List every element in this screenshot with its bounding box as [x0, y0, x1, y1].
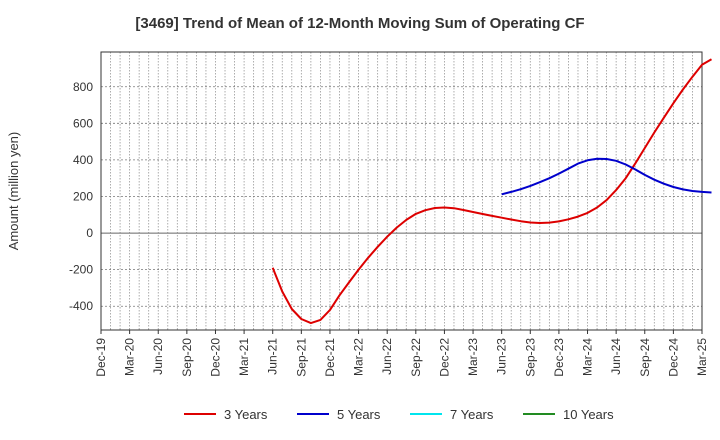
plot-background — [101, 52, 702, 330]
x-tick-label: Dec-23 — [552, 338, 566, 377]
y-axis-title: Amount (million yen) — [6, 132, 21, 251]
chart-title: [3469] Trend of Mean of 12-Month Moving … — [135, 15, 585, 32]
y-tick-label: 800 — [73, 80, 93, 94]
series-line-5-years — [501, 157, 712, 196]
x-tick-label: Dec-21 — [323, 338, 337, 377]
x-tick-label: Mar-22 — [352, 338, 366, 376]
y-tick-label: -400 — [69, 299, 93, 313]
x-tick-label: Mar-20 — [123, 338, 137, 376]
y-tick-label: -200 — [69, 263, 93, 277]
y-axis-ticks: -400 -200 0 200 400 600 800 — [69, 80, 93, 313]
x-tick-label: Mar-23 — [466, 338, 480, 376]
x-tick-label: Mar-25 — [695, 338, 709, 376]
x-tick-label: Dec-19 — [94, 338, 108, 377]
y-tick-label: 600 — [73, 116, 93, 130]
x-tick-label: Dec-20 — [208, 338, 222, 377]
x-tick-label: Dec-24 — [666, 338, 680, 377]
legend-label-5-years: 5 Years — [337, 407, 381, 422]
x-tick-label: Sep-23 — [523, 338, 537, 377]
x-tick-label: Dec-22 — [437, 338, 451, 377]
series-line-3-years — [271, 58, 713, 325]
x-tick-label: Jun-24 — [609, 338, 623, 375]
y-tick-label: 0 — [86, 226, 93, 240]
series-layer — [271, 58, 713, 325]
legend-label-3-years: 3 Years — [224, 407, 268, 422]
x-tick-label: Sep-21 — [294, 338, 308, 377]
x-tick-label: Sep-20 — [180, 338, 194, 377]
legend-label-10-years: 10 Years — [563, 407, 614, 422]
x-tick-label: Jun-21 — [266, 338, 280, 375]
y-tick-label: 200 — [73, 189, 93, 203]
x-tick-label: Mar-24 — [581, 338, 595, 376]
x-tick-label: Sep-24 — [638, 338, 652, 377]
legend-label-7-years: 7 Years — [450, 407, 494, 422]
x-tick-label: Mar-21 — [237, 338, 251, 376]
x-tick-label: Jun-23 — [495, 338, 509, 375]
x-tick-label: Sep-22 — [409, 338, 423, 377]
x-tick-label: Jun-20 — [151, 338, 165, 375]
legend: 3 Years 5 Years 7 Years 10 Years — [184, 407, 614, 422]
x-tick-label: Jun-22 — [380, 338, 394, 375]
y-tick-label: 400 — [73, 153, 93, 167]
grid-layer — [100, 52, 703, 330]
x-axis-ticks: Dec-19 Mar-20 Jun-20 Sep-20 Dec-20 Mar-21 Jun-… — [94, 330, 709, 377]
